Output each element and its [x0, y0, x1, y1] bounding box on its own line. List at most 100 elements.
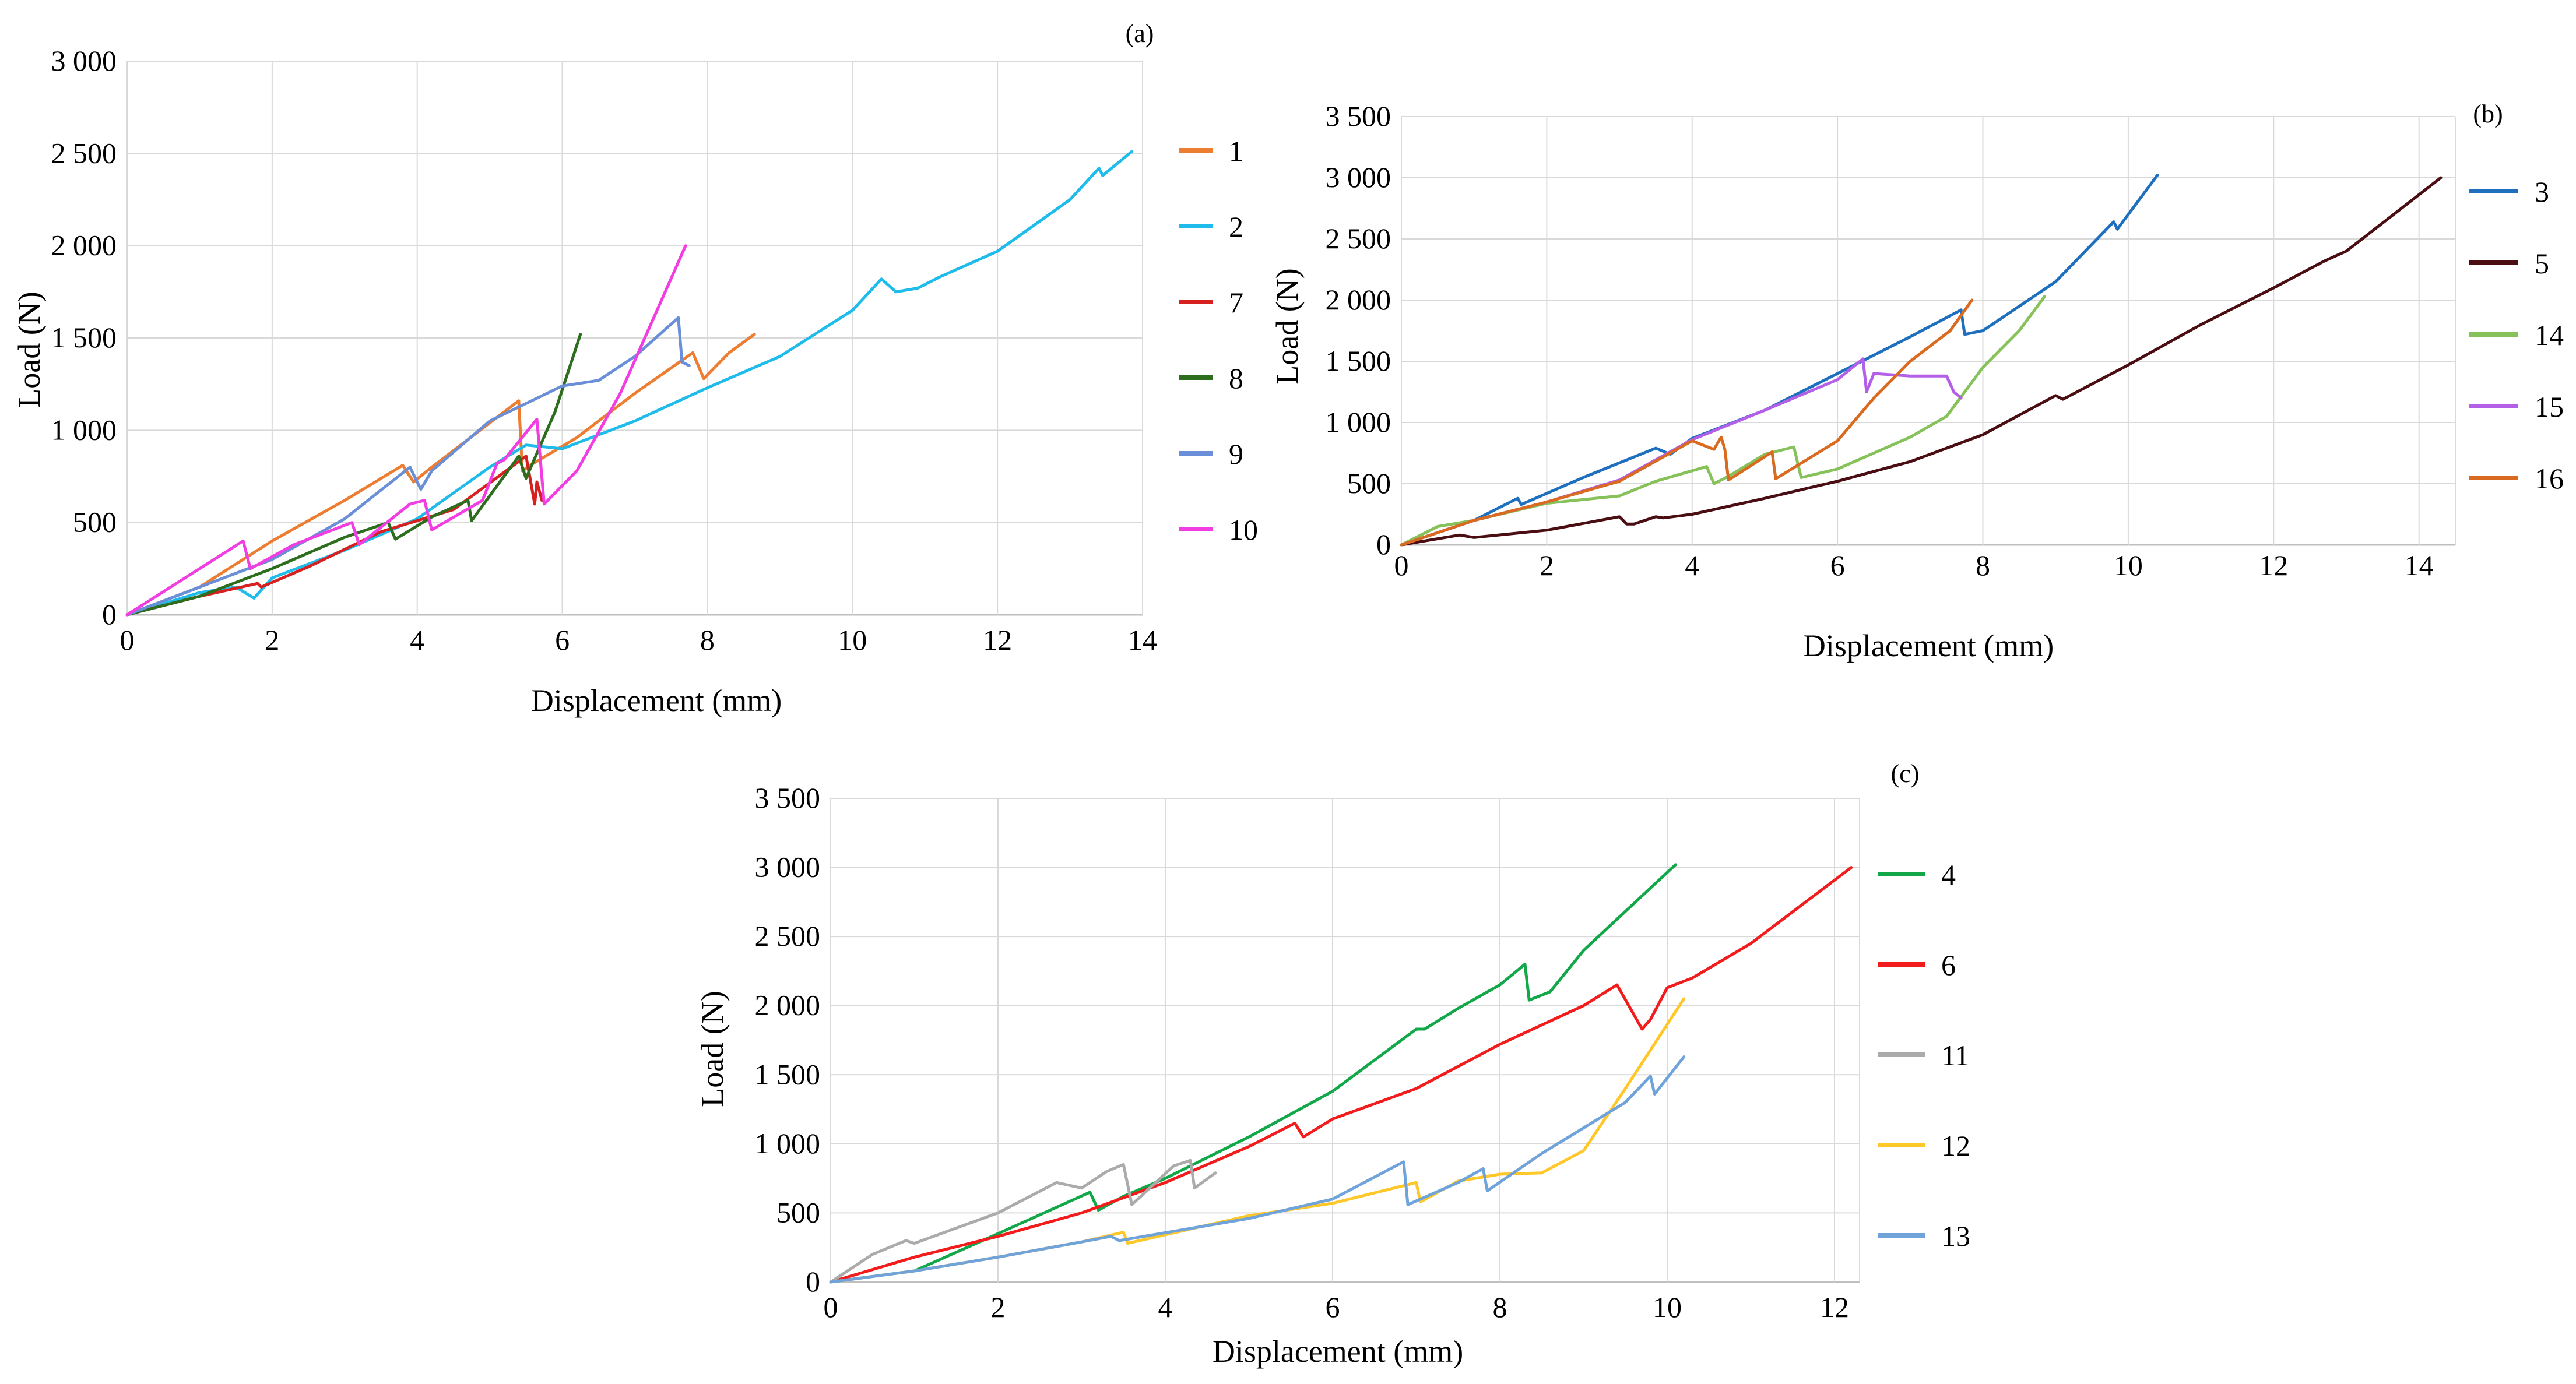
y-tick-label: 2 500	[1326, 222, 1391, 255]
y-tick-label: 0	[1376, 528, 1391, 561]
series-line-8	[125, 333, 582, 617]
y-tick-label: 3 000	[755, 851, 821, 883]
legend-label-16: 16	[2535, 462, 2564, 495]
x-tick-label: 4	[410, 624, 424, 656]
x-tick-label: 6	[555, 624, 570, 656]
y-tick-label: 0	[806, 1265, 820, 1298]
legend-label-1: 1	[1229, 135, 1243, 167]
series-line-7	[125, 455, 544, 617]
y-tick-label: 1 500	[1326, 344, 1391, 377]
series-line-11	[829, 1158, 1217, 1284]
x-tick-label: 0	[1394, 549, 1409, 582]
legend-label-7: 7	[1229, 286, 1243, 319]
x-tick-label: 14	[2405, 549, 2434, 582]
y-tick-label: 2 000	[51, 229, 117, 262]
x-tick-label: 0	[824, 1291, 838, 1323]
x-tick-label: 0	[120, 624, 135, 656]
y-tick-label: 0	[102, 598, 117, 631]
x-tick-label: 2	[1540, 549, 1554, 582]
y-tick-label: 3 000	[51, 44, 117, 77]
chart-a-xlabel: Displacement (mm)	[531, 683, 782, 718]
x-tick-label: 4	[1685, 549, 1699, 582]
chart-b-panel-label: (b)	[2473, 100, 2503, 128]
series-line-3	[1400, 174, 2159, 547]
x-tick-label: 6	[1325, 1291, 1340, 1323]
legend-label-9: 9	[1229, 438, 1243, 470]
y-tick-label: 500	[1347, 467, 1391, 499]
y-tick-label: 1 000	[755, 1127, 821, 1160]
y-tick-label: 500	[776, 1196, 820, 1228]
series-line-6	[829, 866, 1853, 1284]
y-tick-label: 2 000	[755, 989, 821, 1022]
legend-label-4: 4	[1941, 858, 1956, 891]
chart-c: 0 500 1 000 1 500 2 000 2 500 3 000 3 500 0 2 4 6 8 1…	[695, 759, 1970, 1369]
x-tick-label: 4	[1158, 1291, 1172, 1323]
x-tick-label: 14	[1128, 624, 1157, 656]
x-tick-label: 10	[1653, 1291, 1682, 1323]
chart-b-xlabel: Displacement (mm)	[1803, 628, 2054, 663]
legend-label-10: 10	[1229, 513, 1258, 546]
x-tick-label: 12	[983, 624, 1012, 656]
x-tick-label: 2	[265, 624, 279, 656]
chart-a-series	[125, 150, 1133, 617]
chart-c-legend: 4 6 11 12 13	[1878, 858, 1970, 1252]
y-tick-label: 2 000	[1326, 283, 1391, 316]
chart-c-series	[829, 863, 1853, 1284]
legend-label-6: 6	[1941, 949, 1956, 981]
legend-label-5: 5	[2535, 247, 2549, 280]
y-tick-label: 3 500	[1326, 100, 1391, 132]
legend-label-12: 12	[1941, 1129, 1970, 1162]
y-tick-label: 1 500	[51, 321, 117, 354]
x-tick-label: 6	[1830, 549, 1845, 582]
chart-b-grid	[1401, 116, 2456, 546]
chart-b-legend: 3 5 14 15 16	[2469, 175, 2564, 495]
y-tick-label: 1 000	[51, 413, 117, 446]
x-tick-label: 10	[838, 624, 867, 656]
series-line-9	[125, 316, 691, 617]
chart-c-grid	[830, 798, 1860, 1283]
series-line-4	[829, 863, 1677, 1284]
chart-a-panel-label: (a)	[1126, 19, 1154, 48]
chart-b-ticks: 0 500 1 000 1 500 2 000 2 500 3 000 3 500 0 2 4 6 8 1…	[1326, 100, 2434, 582]
y-tick-label: 3 000	[1326, 161, 1391, 193]
chart-c-ylabel: Load (N)	[695, 991, 730, 1107]
series-line-13	[829, 1055, 1686, 1284]
x-tick-label: 2	[990, 1291, 1005, 1323]
chart-a-ticks: 0 500 1 000 1 500 2 000 2 500 3 000 0 2 4 6 8 10 12 14	[51, 44, 1158, 656]
legend-label-15: 15	[2535, 390, 2564, 423]
legend-label-2: 2	[1229, 210, 1243, 243]
y-tick-label: 500	[73, 506, 117, 538]
y-tick-label: 1 500	[755, 1058, 821, 1090]
x-tick-label: 8	[1492, 1291, 1507, 1323]
legend-label-3: 3	[2535, 175, 2549, 208]
chart-b-series	[1400, 174, 2443, 547]
y-tick-label: 3 500	[755, 781, 821, 814]
legend-label-8: 8	[1229, 362, 1243, 395]
series-line-10	[125, 244, 687, 617]
legend-label-13: 13	[1941, 1220, 1970, 1252]
series-line-2	[125, 150, 1133, 617]
y-tick-label: 2 500	[755, 920, 821, 952]
chart-a-grid	[126, 61, 1143, 616]
chart-b: 0 500 1 000 1 500 2 000 2 500 3 000 3 500 0 2 4 6 8 1…	[1270, 100, 2564, 663]
x-tick-label: 12	[2259, 549, 2288, 582]
series-line-16	[1400, 298, 1974, 547]
series-line-5	[1400, 176, 2443, 547]
legend-label-14: 14	[2535, 319, 2564, 351]
chart-c-ticks: 0 500 1 000 1 500 2 000 2 500 3 000 3 500 0 2 4 6 8 1…	[755, 781, 1849, 1323]
x-tick-label: 8	[1976, 549, 1990, 582]
y-tick-label: 2 500	[51, 136, 117, 169]
chart-b-ylabel: Load (N)	[1270, 268, 1305, 384]
x-tick-label: 12	[1820, 1291, 1849, 1323]
chart-c-xlabel: Displacement (mm)	[1213, 1334, 1463, 1369]
chart-a-ylabel: Load (N)	[12, 291, 47, 407]
series-line-12	[829, 997, 1686, 1284]
y-tick-label: 1 000	[1326, 406, 1391, 438]
chart-a-legend: 1 2 7 8 9 10	[1179, 135, 1258, 546]
series-line-1	[125, 333, 756, 617]
legend-label-11: 11	[1941, 1039, 1969, 1072]
x-tick-label: 8	[700, 624, 715, 656]
x-tick-label: 10	[2114, 549, 2143, 582]
